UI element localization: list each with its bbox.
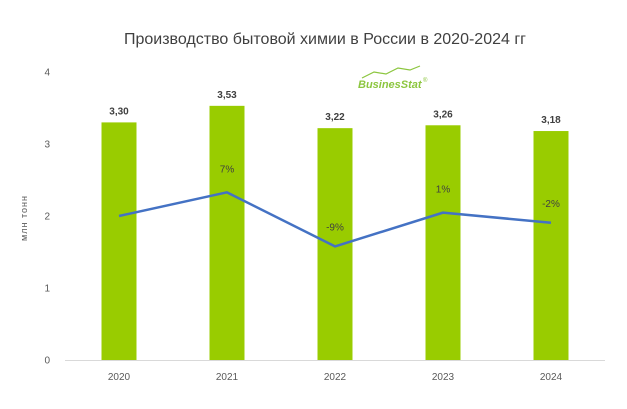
growth-label: -9% (326, 222, 344, 233)
bar-value-labels: 3,30 3,53 3,22 3,26 3,18 (109, 90, 561, 126)
bar (209, 105, 245, 360)
businesstat-logo: BusinesStat ® (358, 65, 428, 91)
growth-labels: 7% -9% 1% -2% (220, 164, 560, 233)
chart-title: Производство бытовой химии в России в 20… (124, 31, 526, 48)
x-tick-label: 2024 (540, 372, 563, 383)
growth-label: 7% (220, 164, 235, 175)
y-tick-label: 0 (44, 356, 50, 367)
growth-line-path (118, 191, 552, 248)
bar (317, 128, 353, 360)
bar (533, 131, 569, 360)
y-tick-label: 2 (44, 212, 50, 223)
y-axis-label: млн тонн (19, 195, 29, 241)
x-tick-label: 2022 (324, 372, 347, 383)
bar-value-label: 3,30 (109, 106, 129, 117)
x-tick-label: 2021 (216, 372, 239, 383)
logo-mark: ® (423, 77, 428, 84)
bar (101, 122, 137, 361)
bar-value-label: 3,18 (541, 115, 561, 126)
logo-swoosh-icon (361, 65, 421, 79)
bar-value-label: 3,26 (433, 109, 453, 120)
y-tick-label: 4 (44, 68, 50, 79)
x-tick-label: 2020 (108, 372, 131, 383)
y-axis-ticks: 0 1 2 3 4 (44, 68, 50, 367)
bar-value-label: 3,22 (325, 112, 345, 123)
x-tick-label: 2023 (432, 372, 455, 383)
y-tick-label: 1 (44, 284, 50, 295)
bars (101, 105, 569, 361)
x-axis-ticks: 2020 2021 2022 2023 2024 (108, 372, 563, 383)
logo-text: BusinesStat (358, 79, 423, 91)
y-tick-label: 3 (44, 140, 50, 151)
growth-label: -2% (542, 199, 560, 210)
growth-line (118, 191, 552, 248)
bar-value-label: 3,53 (217, 90, 237, 101)
growth-label: 1% (436, 185, 451, 196)
bar (425, 125, 461, 360)
